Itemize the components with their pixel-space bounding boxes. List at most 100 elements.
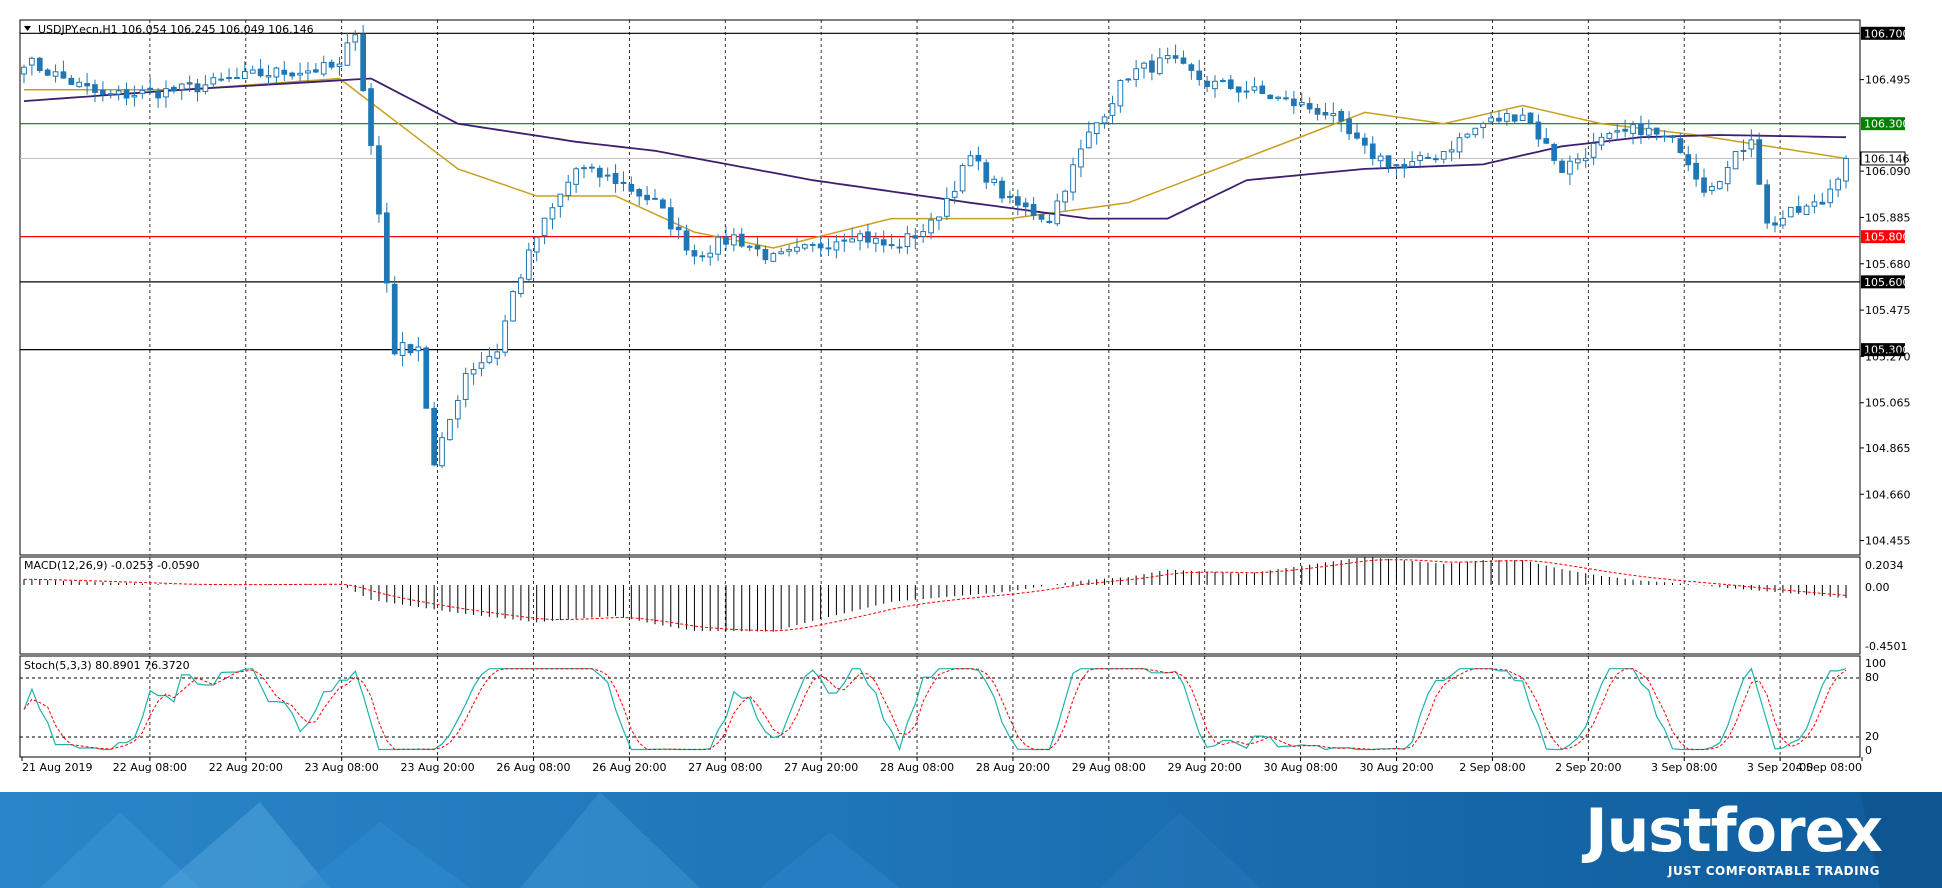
price-panel[interactable]: USDJPY.ecn,H1 106.054 106.245 106.049 10… [19, 19, 1861, 556]
candle-bull [872, 237, 879, 244]
candle-bull [557, 193, 564, 207]
time-axis-label: 28 Aug 08:00 [880, 761, 954, 774]
macd-tick-label: 0.00 [1865, 581, 1890, 594]
brand-tagline: JUST COMFORTABLE TRADING [1667, 864, 1880, 878]
candle-bull [1377, 155, 1384, 162]
candle-bull [1803, 205, 1810, 216]
price-tick-label: 104.865 [1865, 442, 1911, 455]
candle-bear [171, 86, 177, 92]
candle-bull [439, 437, 445, 467]
candle-bear [1385, 155, 1392, 168]
ma-fast-line [24, 77, 1847, 249]
candle-bull [778, 251, 785, 255]
current-price-badge [1860, 151, 1906, 166]
candle-bear [1204, 80, 1210, 87]
candle-bear [100, 89, 106, 95]
candle-bear [596, 167, 603, 178]
time-axis-label: 2 Sep 20:00 [1555, 761, 1621, 774]
candle-bear [999, 180, 1005, 199]
price-tick-label: 106.090 [1865, 165, 1911, 178]
macd-panel[interactable]: MACD(12,26,9) -0.0253 -0.0590 0.2034 0.0… [19, 556, 1907, 655]
stoch-tick-label: 80 [1865, 671, 1879, 684]
candle-bear [652, 197, 658, 200]
candle-bull [1598, 136, 1605, 146]
stochastic-title: Stoch(5,3,3) 80.8901 76.3720 [24, 659, 190, 672]
candle-bull [1220, 80, 1226, 83]
candle-bear [1283, 97, 1289, 100]
candle-bear [186, 82, 193, 85]
candle-bull [1630, 124, 1636, 134]
candle-bull [1827, 188, 1834, 204]
candle-bull [399, 342, 406, 356]
candle-bear [1369, 143, 1376, 159]
time-axis-label: 29 Aug 08:00 [1072, 761, 1146, 774]
candle-bear [60, 71, 67, 79]
candle-bull [573, 168, 579, 185]
price-tick-label: 105.065 [1865, 397, 1911, 410]
ma-slow-line [23, 77, 1847, 220]
candle-bull [352, 34, 359, 43]
candle-bear [1180, 57, 1187, 64]
candle-bull [1740, 149, 1747, 152]
candle-bull [1503, 113, 1510, 122]
candle-bull [1101, 116, 1108, 124]
candle-bull [809, 243, 816, 246]
candle-bull [951, 190, 958, 198]
candle-bear [36, 57, 43, 72]
candle-bull [1574, 158, 1581, 164]
stochastic-panel[interactable]: Stoch(5,3,3) 80.8901 76.3720 100 80 20 0 [19, 655, 1886, 758]
time-axis-label: 28 Aug 20:00 [976, 761, 1050, 774]
stochastic-main-line [23, 667, 1847, 752]
stochastic-vertical-gridlines [149, 656, 1781, 757]
candle-bear [1551, 143, 1558, 161]
candle-bear [1685, 154, 1692, 166]
candle-bear [581, 167, 587, 170]
candle-bull [1141, 62, 1147, 69]
candle-bull [794, 246, 800, 252]
candle-bull [1432, 158, 1439, 161]
price-tick-label: 106.495 [1865, 74, 1911, 87]
candle-bull [1724, 166, 1731, 185]
time-axis-label: 21 Aug 2019 [22, 761, 92, 774]
candle-bear [226, 77, 232, 80]
candle-bear [683, 230, 690, 251]
candle-bull [1448, 149, 1455, 153]
candle-bull [1070, 164, 1076, 193]
brand-logo[interactable]: Justforex [1585, 796, 1883, 866]
level-label: 106.700 [1864, 27, 1910, 40]
candle-bull [1811, 201, 1818, 207]
candle-bull [746, 245, 753, 248]
level-badge [1861, 343, 1905, 357]
candle-bull [1709, 186, 1715, 191]
candle-bull [1093, 122, 1100, 135]
candle-bear [1014, 196, 1021, 206]
candle-bear [1511, 114, 1518, 122]
candle-bear [667, 207, 674, 230]
candle-bear [1669, 136, 1676, 139]
candle-bull [715, 236, 721, 255]
candle-bear [1693, 162, 1699, 180]
price-panel-title: USDJPY.ecn,H1 106.054 106.245 106.049 10… [38, 23, 314, 36]
time-axis-label: 26 Aug 08:00 [496, 761, 570, 774]
candle-bear [1756, 139, 1763, 185]
candle-bull [541, 217, 548, 237]
candle-bull [1645, 127, 1652, 136]
candle-bear [1527, 112, 1534, 124]
time-axis: 21 Aug 2019 22 Aug 08:00 22 Aug 20:00 23 Au… [21, 757, 1863, 774]
candle-bull [1472, 127, 1479, 136]
candle-bull [1417, 155, 1423, 161]
price-tick-label: 105.475 [1865, 304, 1911, 317]
candle-bear [1772, 222, 1778, 226]
candle-bull [29, 57, 35, 66]
stoch-tick-label: 100 [1865, 657, 1886, 670]
candle-bull [502, 320, 508, 353]
candle-bull [1614, 130, 1621, 133]
candle-bear [92, 84, 98, 93]
candle-bear [1338, 111, 1345, 122]
candle-bear [888, 244, 895, 247]
candle-bear [1653, 127, 1660, 135]
collapse-triangle-icon[interactable] [24, 26, 31, 31]
candle-bull [486, 355, 493, 363]
candle-bear [1235, 86, 1242, 93]
